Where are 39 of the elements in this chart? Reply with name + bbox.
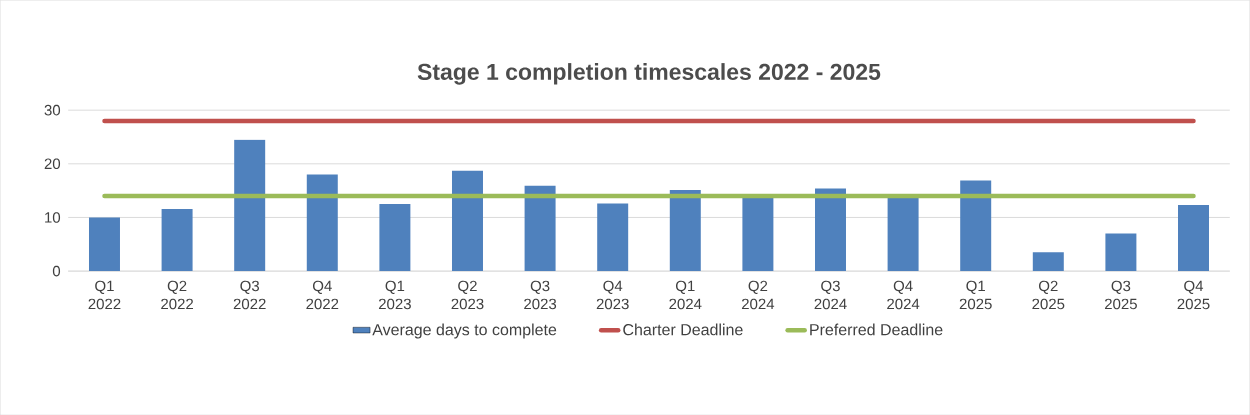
y-tick-label: 10 bbox=[45, 212, 61, 223]
x-tick-label: Q2 2025 bbox=[1032, 280, 1065, 310]
bar bbox=[597, 203, 629, 271]
y-tick-label: 20 bbox=[44, 158, 61, 169]
x-tick-label: Q4 2022 bbox=[306, 280, 339, 310]
x-tick-label: Q1 2022 bbox=[88, 280, 121, 310]
bar bbox=[451, 170, 483, 271]
x-tick-label: Q3 2023 bbox=[524, 280, 557, 310]
y-tick-label: 30 bbox=[44, 104, 61, 116]
bar bbox=[234, 139, 266, 271]
bar bbox=[524, 185, 556, 271]
bar bbox=[960, 180, 992, 271]
x-tick-label: Q4 2023 bbox=[596, 280, 629, 310]
bar bbox=[306, 174, 338, 271]
x-tick-label: Q2 2023 bbox=[451, 280, 484, 310]
x-tick-label: Q2 2022 bbox=[161, 280, 194, 310]
x-tick-label: Q3 2022 bbox=[233, 280, 266, 310]
x-tick-label: Q4 2024 bbox=[887, 280, 920, 310]
bar bbox=[669, 189, 701, 271]
bar bbox=[815, 188, 846, 271]
x-tick-label: Q1 2024 bbox=[669, 280, 702, 310]
y-tick-label: 0 bbox=[52, 265, 61, 277]
x-tick-label: Q1 2023 bbox=[378, 280, 411, 310]
x-tick-label: Q4 2025 bbox=[1177, 280, 1210, 310]
legend-label: Preferred Deadline bbox=[810, 323, 943, 336]
legend-label: Charter Deadline bbox=[623, 323, 743, 336]
x-tick-label: Q3 2024 bbox=[814, 280, 847, 310]
bar bbox=[88, 217, 120, 271]
x-tick-label: Q1 2025 bbox=[959, 280, 992, 310]
bar bbox=[379, 203, 411, 271]
x-tick-label: Q2 2024 bbox=[741, 280, 775, 310]
chart-title: Stage 1 completion timescales 2022 - 2025 bbox=[417, 62, 881, 85]
bar bbox=[1178, 205, 1209, 271]
bar bbox=[161, 208, 193, 271]
bar bbox=[1032, 252, 1064, 271]
x-tick-label: Q3 2025 bbox=[1104, 280, 1137, 310]
legend-label: Average days to complete bbox=[372, 323, 557, 339]
bar bbox=[887, 196, 919, 271]
bar bbox=[1105, 233, 1137, 271]
